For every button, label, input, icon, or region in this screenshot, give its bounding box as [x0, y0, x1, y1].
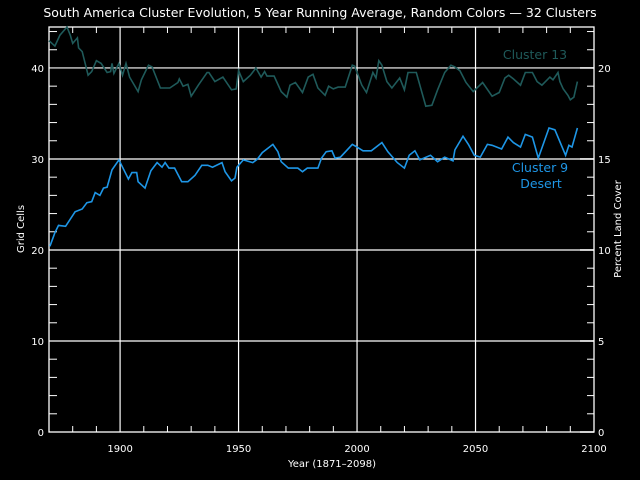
- series-label: Cluster 9: [512, 160, 568, 175]
- grid-lines: [49, 27, 594, 432]
- series-label: Desert: [520, 176, 562, 191]
- y-tick-label: 30: [31, 155, 44, 166]
- axes: 1900 1950 2000 2050 2100 0 10 20 30 40 0 5 10 15 20: [31, 26, 611, 455]
- x-tick-label: 1950: [226, 444, 251, 455]
- series-line-cluster-9: [49, 127, 579, 247]
- y-tick-label: 0: [38, 428, 44, 439]
- y-right-tick-label: 0: [598, 428, 604, 439]
- y-tick-label: 20: [31, 246, 44, 257]
- y-tick-label: 10: [31, 337, 44, 348]
- series-group: [48, 25, 579, 247]
- chart-title: South America Cluster Evolution, 5 Year …: [43, 5, 596, 20]
- series-line-cluster-13: [48, 25, 579, 108]
- y-axis-label: Grid Cells: [16, 205, 27, 253]
- x-tick-label: 1900: [107, 444, 132, 455]
- y-right-tick-label: 15: [598, 155, 611, 166]
- y-right-tick-label: 10: [598, 246, 611, 257]
- y-right-tick-label: 20: [598, 64, 611, 75]
- x-tick-label: 2050: [463, 444, 488, 455]
- series-label: Cluster 13: [503, 47, 567, 62]
- plot-frame: [48, 26, 595, 433]
- x-axis-label: Year (1871–2098): [287, 459, 376, 470]
- y-tick-label: 40: [31, 64, 44, 75]
- x-tick-label: 2000: [344, 444, 369, 455]
- x-tick-label: 2100: [581, 444, 606, 455]
- y-axis-right-label: Percent Land Cover: [613, 179, 624, 278]
- y-right-tick-label: 5: [598, 337, 604, 348]
